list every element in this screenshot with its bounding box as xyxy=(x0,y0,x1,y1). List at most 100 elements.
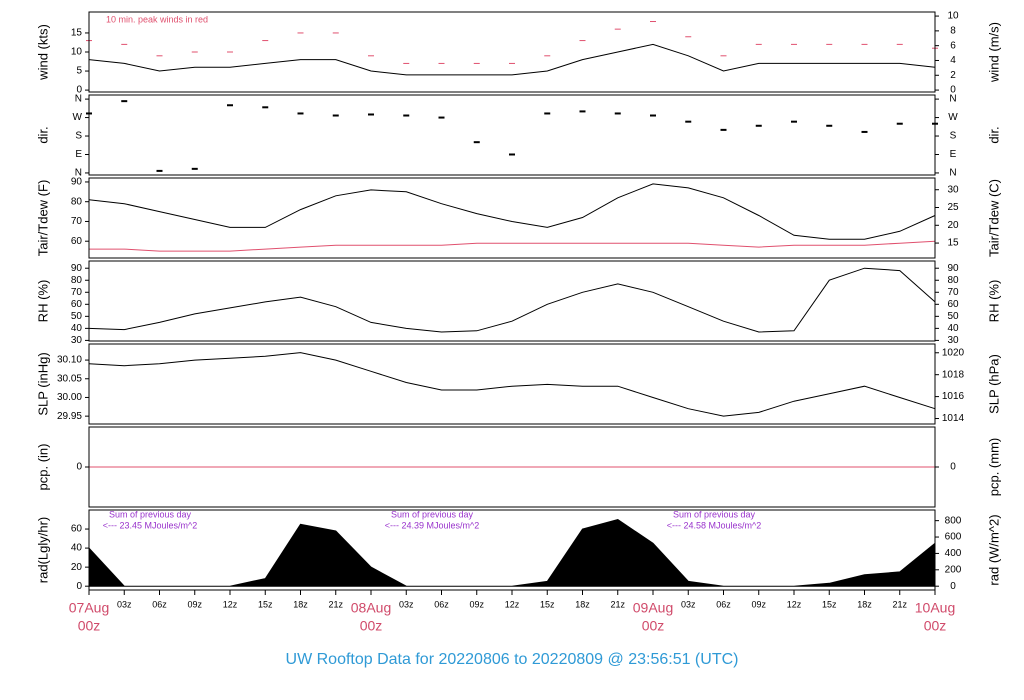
dir-point xyxy=(156,169,163,172)
y2-tick-label: 30 xyxy=(947,335,959,346)
y-tick-label: 40 xyxy=(71,543,83,554)
x-tick-label: 03z xyxy=(399,599,414,609)
dir-point xyxy=(403,114,410,117)
daily-sum-value: <--- 24.39 MJoules/m^2 xyxy=(385,520,480,530)
daily-sum-label: Sum of previous day xyxy=(673,509,756,519)
y-tick-label: 20 xyxy=(71,562,83,573)
y-tick-label: 5 xyxy=(76,66,82,77)
dir-point xyxy=(438,116,445,119)
x-day-hour: 00z xyxy=(78,618,101,634)
y2-tick-label: N xyxy=(949,168,956,179)
x-tick-label: 18z xyxy=(293,599,308,609)
y2-axis-label: dir. xyxy=(986,126,1001,143)
y2-tick-label: 600 xyxy=(945,532,962,543)
y2-axis-label: RH (%) xyxy=(986,280,1001,323)
y2-tick-label: 4 xyxy=(950,55,956,66)
x-tick-label: 15z xyxy=(540,599,555,609)
dir-point xyxy=(191,167,198,170)
y-tick-label: 60 xyxy=(71,236,83,247)
x-day-hour: 00z xyxy=(642,618,665,634)
dir-point xyxy=(685,120,692,123)
x-day-label: 08Aug xyxy=(351,600,391,616)
x-tick-label: 21z xyxy=(610,599,625,609)
y2-tick-label: 8 xyxy=(950,26,956,37)
y2-tick-label: 30 xyxy=(947,184,959,195)
y-axis-label: RH (%) xyxy=(35,280,50,323)
x-tick-label: 18z xyxy=(857,599,872,609)
dir-point xyxy=(368,113,374,116)
dir-point xyxy=(826,124,833,127)
y2-tick-label: 50 xyxy=(947,311,959,322)
daily-sum-value: <--- 24.58 MJoules/m^2 xyxy=(667,520,762,530)
y-tick-label: 10 xyxy=(71,47,83,58)
panel-frame xyxy=(88,426,936,508)
y2-tick-label: 60 xyxy=(947,299,959,310)
x-tick-label: 06z xyxy=(716,599,731,609)
panel-frame xyxy=(88,94,936,176)
x-tick-label: 09z xyxy=(187,599,202,609)
y-tick-label: 0 xyxy=(76,462,82,473)
y-tick-label: E xyxy=(75,149,82,160)
daily-sum-value: <--- 23.45 MJoules/m^2 xyxy=(103,520,198,530)
panel-frame xyxy=(88,11,936,93)
x-tick-label: 09z xyxy=(751,599,766,609)
dir-point xyxy=(896,122,903,125)
y-tick-label: 30 xyxy=(71,335,83,346)
x-tick-label: 09z xyxy=(469,599,484,609)
x-tick-label: 18z xyxy=(575,599,590,609)
y2-axis-label: rad (W/m^2) xyxy=(986,514,1001,585)
y-tick-label: S xyxy=(75,131,82,142)
panel-frame xyxy=(88,343,936,425)
y2-tick-label: 0 xyxy=(950,85,956,96)
y2-tick-label: 1018 xyxy=(942,369,965,380)
x-tick-label: 03z xyxy=(117,599,132,609)
dir-point xyxy=(614,112,621,115)
line xyxy=(88,43,936,76)
y-tick-label: 70 xyxy=(71,287,83,298)
line xyxy=(88,267,936,333)
y-tick-label: 60 xyxy=(71,299,83,310)
y-tick-label: 40 xyxy=(71,323,83,334)
y2-axis-label: wind (m/s) xyxy=(986,22,1001,83)
dir-point xyxy=(861,130,868,133)
y2-tick-label: 1014 xyxy=(942,413,965,424)
dir-point xyxy=(332,114,339,117)
x-tick-label: 06z xyxy=(434,599,449,609)
y2-tick-label: 70 xyxy=(947,287,959,298)
y-axis-label: pcp. (in) xyxy=(35,444,50,491)
x-tick-label: 03z xyxy=(681,599,696,609)
x-tick-label: 15z xyxy=(258,599,273,609)
x-tick-label: 21z xyxy=(328,599,343,609)
y2-tick-label: S xyxy=(950,131,957,142)
y-tick-label: N xyxy=(75,168,82,179)
y2-axis-label: Tair/Tdew (C) xyxy=(986,179,1001,257)
y2-tick-label: 25 xyxy=(947,202,959,213)
x-tick-label: 15z xyxy=(822,599,837,609)
panel-frame xyxy=(88,509,936,591)
x-day-hour: 00z xyxy=(924,618,947,634)
y-axis-label: wind (kts) xyxy=(35,24,50,81)
y2-tick-label: 15 xyxy=(947,238,959,249)
y-tick-label: 90 xyxy=(71,263,83,274)
y2-tick-label: 40 xyxy=(947,323,959,334)
y-tick-label: 60 xyxy=(71,524,83,535)
x-tick-label: 12z xyxy=(505,599,520,609)
y-axis-label: SLP (inHg) xyxy=(35,352,50,415)
x-tick-label: 06z xyxy=(152,599,167,609)
y2-axis-label: pcp. (mm) xyxy=(986,438,1001,497)
panel-frame xyxy=(88,260,936,342)
y2-tick-label: 200 xyxy=(945,564,962,575)
line xyxy=(88,183,936,240)
y2-tick-label: N xyxy=(949,94,956,105)
y2-axis-label: SLP (hPa) xyxy=(986,354,1001,414)
x-tick-label: 12z xyxy=(787,599,802,609)
y-tick-label: 80 xyxy=(71,196,83,207)
x-day-label: 09Aug xyxy=(633,600,673,616)
y-tick-label: 0 xyxy=(76,85,82,96)
y2-tick-label: 90 xyxy=(947,263,959,274)
y-axis-label: Tair/Tdew (F) xyxy=(35,180,50,257)
y2-tick-label: W xyxy=(948,112,958,123)
y2-tick-label: 400 xyxy=(945,548,962,559)
y-tick-label: W xyxy=(73,112,83,123)
